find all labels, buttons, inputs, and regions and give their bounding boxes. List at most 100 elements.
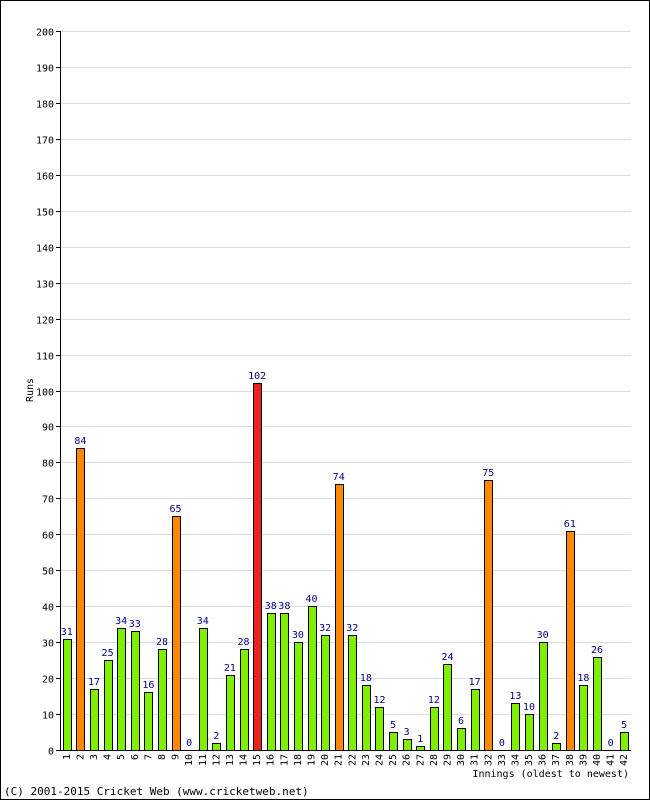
- x-tick-label: 14: [239, 754, 250, 766]
- bar: [593, 657, 602, 751]
- bar-value-label: 21: [224, 663, 236, 674]
- bar: [212, 743, 221, 751]
- bar-value-label: 1: [417, 734, 423, 745]
- bar: [253, 383, 262, 751]
- bar-value-label: 10: [523, 702, 535, 713]
- x-tick-label: 19: [307, 754, 318, 766]
- x-tick-label: 36: [538, 754, 549, 766]
- bar-value-label: 12: [428, 695, 440, 706]
- x-tick-label: 21: [334, 754, 345, 766]
- bar: [443, 664, 452, 751]
- x-tick-label: 18: [293, 754, 304, 766]
- x-tick-label: 12: [211, 754, 222, 766]
- y-tick-label: 120: [36, 316, 54, 327]
- bar: [226, 675, 235, 751]
- x-tick-label: 31: [470, 754, 481, 766]
- bar-value-label: 75: [482, 468, 494, 479]
- x-tick-label: 13: [225, 754, 236, 766]
- bar: [267, 613, 276, 751]
- bar-value-label: 5: [390, 720, 396, 731]
- y-tick-label: 50: [42, 567, 54, 578]
- y-axis-label: Runs: [25, 378, 36, 402]
- y-tick-label: 60: [42, 531, 54, 542]
- x-tick-label: 8: [157, 754, 168, 760]
- bar: [172, 516, 181, 751]
- bar: [620, 732, 629, 751]
- bar: [335, 484, 344, 751]
- bar: [76, 448, 85, 751]
- y-tick-label: 90: [42, 423, 54, 434]
- x-tick-label: 28: [429, 754, 440, 766]
- x-tick-label: 38: [565, 754, 576, 766]
- bar-value-label: 0: [186, 738, 192, 749]
- bar-value-label: 6: [458, 716, 464, 727]
- x-tick-label: 20: [320, 754, 331, 766]
- bar: [348, 635, 357, 751]
- y-tick-label: 30: [42, 639, 54, 650]
- bar: [416, 746, 425, 751]
- bar-value-label: 74: [333, 472, 345, 483]
- y-tick-label: 180: [36, 100, 54, 111]
- bar: [471, 689, 480, 751]
- bar-value-label: 0: [608, 738, 614, 749]
- x-tick-label: 34: [510, 754, 521, 766]
- x-tick-label: 10: [184, 754, 195, 766]
- bar-value-label: 3: [404, 727, 410, 738]
- x-tick-label: 7: [143, 754, 154, 760]
- bar-value-label: 65: [170, 504, 182, 515]
- x-tick-label: 29: [442, 754, 453, 766]
- bar: [131, 631, 140, 751]
- bar: [158, 649, 167, 751]
- x-tick-label: 27: [415, 754, 426, 766]
- bar: [430, 707, 439, 751]
- bar-value-label: 18: [577, 673, 589, 684]
- bar-value-label: 17: [88, 677, 100, 688]
- bar-value-label: 38: [265, 601, 277, 612]
- x-tick-label: 11: [198, 754, 209, 766]
- bar: [308, 606, 317, 751]
- y-axis-ticks: 0 10 20 30 40 50 60 70 80 90 100 110 120 130 140 150 160…: [36, 28, 60, 758]
- bar: [294, 642, 303, 751]
- x-tick-label: 35: [524, 754, 535, 766]
- bar-value-label: 34: [197, 616, 209, 627]
- y-tick-label: 20: [42, 675, 54, 686]
- x-tick-label: 32: [483, 754, 494, 766]
- x-tick-label: 41: [606, 754, 617, 766]
- y-tick-label: 190: [36, 64, 54, 75]
- bar: [280, 613, 289, 751]
- bar-value-label: 38: [278, 601, 290, 612]
- y-tick-label: 0: [48, 747, 54, 758]
- y-tick-label: 160: [36, 172, 54, 183]
- bar-value-label: 0: [499, 738, 505, 749]
- x-tick-label: 39: [578, 754, 589, 766]
- x-tick-label: 2: [75, 754, 86, 760]
- x-tick-label: 15: [252, 754, 263, 766]
- bar-value-label: 61: [564, 519, 576, 530]
- x-tick-label: 6: [130, 754, 141, 760]
- x-tick-label: 23: [361, 754, 372, 766]
- x-tick-label: 30: [456, 754, 467, 766]
- bar: [457, 728, 466, 751]
- bar: [511, 703, 520, 751]
- bar-value-label: 13: [509, 691, 521, 702]
- bar-value-label: 28: [238, 637, 250, 648]
- bar-value-label: 30: [292, 630, 304, 641]
- bar: [484, 480, 493, 751]
- x-tick-label: 33: [497, 754, 508, 766]
- bar-value-label: 26: [591, 645, 603, 656]
- bar: [389, 732, 398, 751]
- bar-value-label: 32: [346, 623, 358, 634]
- y-tick-label: 150: [36, 208, 54, 219]
- bar: [552, 743, 561, 751]
- bar: [90, 689, 99, 751]
- y-tick-label: 110: [36, 352, 54, 363]
- bar: [403, 739, 412, 751]
- x-tick-label: 42: [619, 754, 630, 766]
- x-axis-label: Innings (oldest to newest): [472, 769, 629, 780]
- x-axis-ticks: 1 2 3 4 5 6 7 8 9 10 11 12 13 14 15 16 17 18 19 20 21 22 23 24 2…: [62, 754, 630, 766]
- x-tick-label: 4: [103, 754, 114, 760]
- bar-value-label: 18: [360, 673, 372, 684]
- x-tick-label: 1: [62, 754, 73, 760]
